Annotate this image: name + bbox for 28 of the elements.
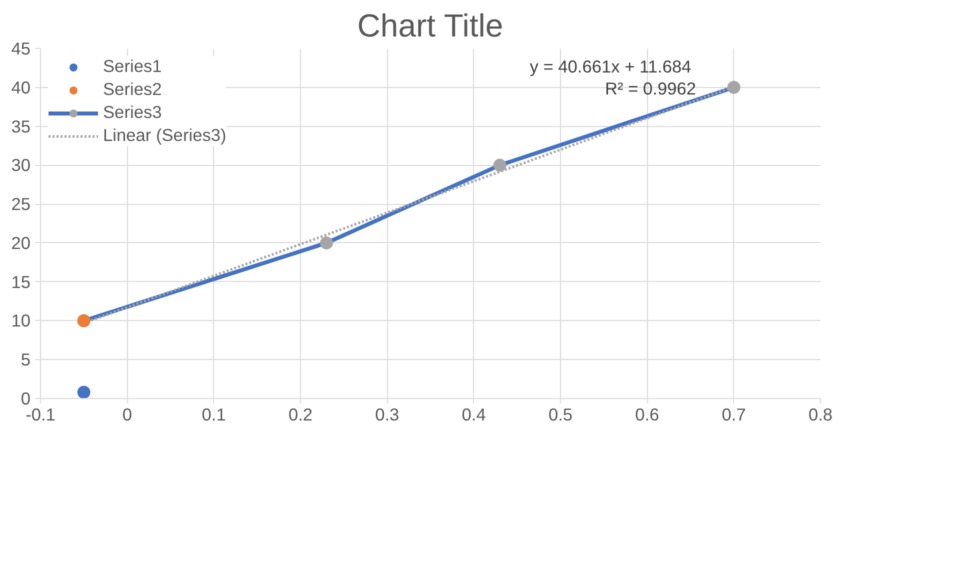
x-tick-label: 0.1 xyxy=(202,404,226,424)
x-tick-label: 0.7 xyxy=(722,404,746,424)
x-tick-label: 0.8 xyxy=(808,404,833,424)
y-tick-label: 40 xyxy=(11,77,31,98)
x-tick-label: 0.4 xyxy=(462,404,486,424)
legend-label: Linear (Series3) xyxy=(103,125,226,146)
point xyxy=(320,236,333,250)
chart-title: Chart Title xyxy=(357,8,504,44)
point xyxy=(493,158,506,172)
x-tick-label: 0.5 xyxy=(548,404,573,424)
legend-label: Series2 xyxy=(103,79,162,100)
y-tick-label: 15 xyxy=(11,272,31,292)
x-tick-label: 0.6 xyxy=(635,404,660,424)
legend-label: Series3 xyxy=(103,102,162,123)
x-tick-label: 0.2 xyxy=(288,404,313,424)
y-tick-label: 25 xyxy=(11,194,31,214)
x-tick-label: 0 xyxy=(122,404,132,424)
point xyxy=(727,80,740,94)
y-tick-label: 5 xyxy=(20,350,31,370)
annotation: y = 40.661x + 11.684 R² = 0.9962 xyxy=(530,56,696,98)
point xyxy=(77,386,90,398)
y-tick-label: 10 xyxy=(11,310,31,331)
y-tick-label: 35 xyxy=(11,116,31,136)
y-tick-label: 20 xyxy=(11,232,31,253)
x-tick-label: 0.3 xyxy=(375,404,400,424)
legend-label: Series1 xyxy=(103,56,162,77)
y-tick-label: 30 xyxy=(11,155,31,176)
y-tick-label: 45 xyxy=(11,38,31,58)
